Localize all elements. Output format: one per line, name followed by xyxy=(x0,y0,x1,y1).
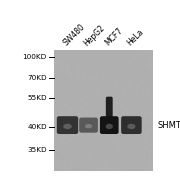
FancyBboxPatch shape xyxy=(100,116,119,134)
Text: 35KD: 35KD xyxy=(27,147,47,153)
FancyBboxPatch shape xyxy=(79,118,98,133)
FancyBboxPatch shape xyxy=(57,116,78,134)
Ellipse shape xyxy=(106,124,113,129)
Ellipse shape xyxy=(127,124,136,129)
Ellipse shape xyxy=(85,124,92,128)
FancyBboxPatch shape xyxy=(121,116,142,134)
Text: MCF7: MCF7 xyxy=(103,26,124,48)
Text: HeLa: HeLa xyxy=(125,28,145,48)
Text: 100KD: 100KD xyxy=(22,54,47,60)
Text: SHMT1: SHMT1 xyxy=(158,122,180,130)
Text: 40KD: 40KD xyxy=(27,124,47,130)
Ellipse shape xyxy=(63,124,72,129)
Text: HepG2: HepG2 xyxy=(82,23,107,48)
FancyBboxPatch shape xyxy=(106,97,113,120)
Text: 55KD: 55KD xyxy=(27,95,47,101)
Text: SW480: SW480 xyxy=(61,22,86,48)
Text: 70KD: 70KD xyxy=(27,75,47,81)
Bar xyxy=(54,50,153,171)
